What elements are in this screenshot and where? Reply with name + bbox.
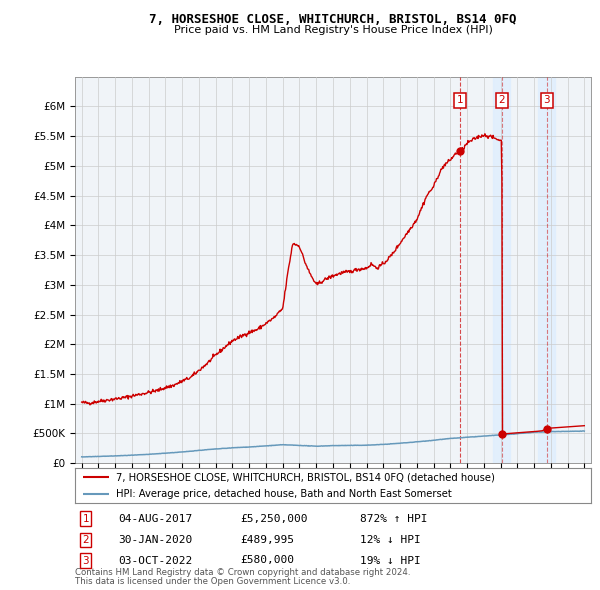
Text: 2: 2 <box>82 535 89 545</box>
Text: 30-JAN-2020: 30-JAN-2020 <box>118 535 193 545</box>
Text: 04-AUG-2017: 04-AUG-2017 <box>118 514 193 523</box>
Text: 03-OCT-2022: 03-OCT-2022 <box>118 556 193 565</box>
Text: 7, HORSESHOE CLOSE, WHITCHURCH, BRISTOL, BS14 0FQ (detached house): 7, HORSESHOE CLOSE, WHITCHURCH, BRISTOL,… <box>116 472 495 482</box>
Bar <box>493 77 510 463</box>
Text: £580,000: £580,000 <box>240 556 294 565</box>
Text: 12% ↓ HPI: 12% ↓ HPI <box>360 535 421 545</box>
Text: 2: 2 <box>499 96 505 106</box>
Text: 1: 1 <box>82 514 89 523</box>
Text: This data is licensed under the Open Government Licence v3.0.: This data is licensed under the Open Gov… <box>75 578 350 586</box>
Text: £5,250,000: £5,250,000 <box>240 514 308 523</box>
Text: 872% ↑ HPI: 872% ↑ HPI <box>360 514 427 523</box>
Text: 3: 3 <box>543 96 550 106</box>
Bar <box>538 77 555 463</box>
Text: 1: 1 <box>457 96 463 106</box>
Text: HPI: Average price, detached house, Bath and North East Somerset: HPI: Average price, detached house, Bath… <box>116 489 452 499</box>
Text: Contains HM Land Registry data © Crown copyright and database right 2024.: Contains HM Land Registry data © Crown c… <box>75 568 410 577</box>
Text: Price paid vs. HM Land Registry's House Price Index (HPI): Price paid vs. HM Land Registry's House … <box>173 25 493 35</box>
Text: 7, HORSESHOE CLOSE, WHITCHURCH, BRISTOL, BS14 0FQ: 7, HORSESHOE CLOSE, WHITCHURCH, BRISTOL,… <box>149 13 517 26</box>
Text: 19% ↓ HPI: 19% ↓ HPI <box>360 556 421 565</box>
Text: 3: 3 <box>82 556 89 565</box>
Text: £489,995: £489,995 <box>240 535 294 545</box>
